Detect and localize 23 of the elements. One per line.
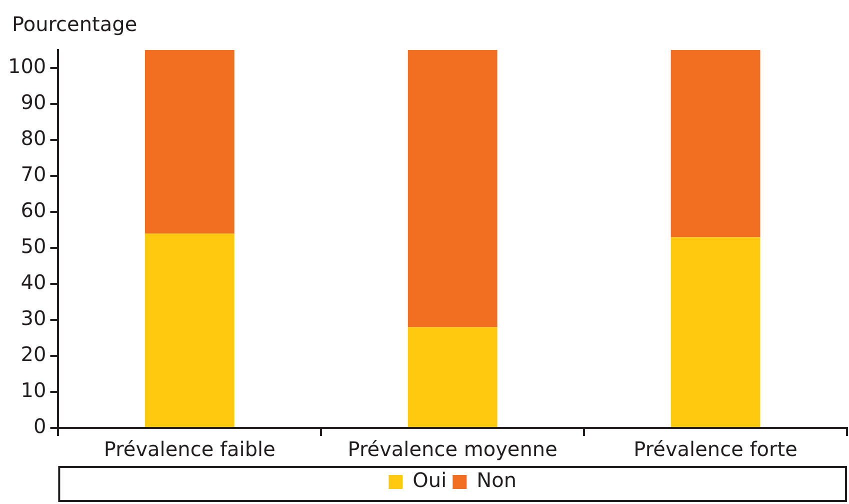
y-tick-label: 100: [8, 54, 46, 78]
y-tick-label: 30: [20, 306, 46, 330]
bar: [408, 327, 498, 427]
y-axis-title: Pourcentage: [12, 12, 138, 36]
bar: [144, 50, 234, 234]
legend-label: Oui: [412, 468, 447, 492]
x-tick-label: Prévalence faible: [104, 437, 276, 462]
y-tick-label: 70: [20, 162, 46, 186]
x-tick-label: Prévalence forte: [634, 437, 798, 462]
y-tick-label: 0: [33, 414, 46, 438]
y-tick-label: 10: [20, 378, 46, 402]
legend-label: Non: [476, 468, 517, 492]
y-tick-label: 80: [20, 126, 46, 150]
bar: [144, 234, 234, 427]
x-tick-label: Prévalence moyenne: [348, 437, 558, 462]
bar: [670, 50, 760, 238]
y-tick-label: 60: [20, 198, 46, 222]
y-tick-label: 40: [20, 270, 46, 294]
y-tick-label: 50: [20, 234, 46, 258]
y-tick-label: 90: [20, 90, 46, 114]
bar: [670, 237, 760, 427]
y-tick-label: 20: [20, 342, 46, 366]
bar: [408, 50, 498, 328]
